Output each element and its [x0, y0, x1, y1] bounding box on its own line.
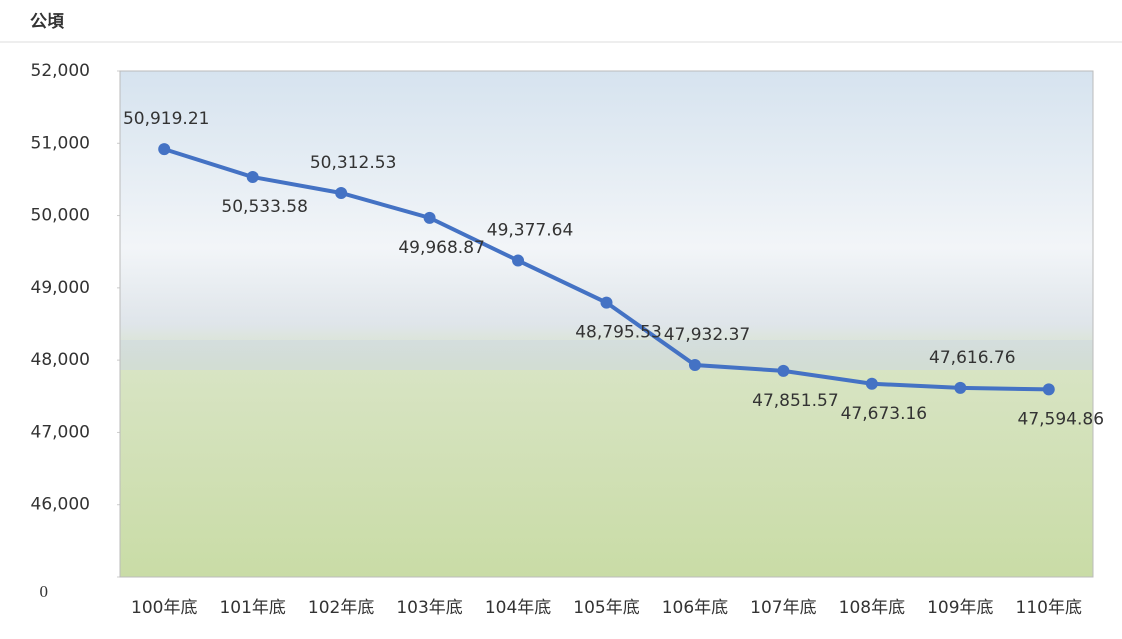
x-tick-label: 101年底 — [219, 598, 285, 618]
y-tick-label: 0 — [40, 582, 49, 601]
point — [335, 187, 347, 199]
data-label: 50,312.53 — [310, 153, 397, 173]
x-tick-label: 100年底 — [131, 598, 197, 618]
point — [689, 359, 701, 371]
x-tick-label: 108年底 — [839, 598, 905, 618]
x-tick-label: 105年底 — [573, 598, 639, 618]
data-label: 47,594.86 — [1018, 409, 1105, 429]
y-tick-label: 51,000 — [31, 133, 90, 153]
y-tick-label: 50,000 — [31, 206, 90, 226]
point — [601, 297, 613, 309]
y-tick-label: 48,000 — [31, 350, 90, 370]
x-tick-label: 107年底 — [750, 598, 816, 618]
point — [866, 378, 878, 390]
point — [1043, 383, 1055, 395]
point — [954, 382, 966, 394]
x-tick-label: 110年底 — [1016, 598, 1082, 618]
y-tick-label: 52,000 — [31, 61, 90, 81]
point — [158, 143, 170, 155]
data-label: 50,533.58 — [221, 197, 308, 217]
chart: 公頃 0 46,000 47,000 48,000 49,000 50,000 51,000… — [0, 0, 1122, 635]
x-tick-label: 104年底 — [485, 598, 551, 618]
y-tick-label: 49,000 — [31, 278, 90, 298]
point — [512, 255, 524, 267]
data-label: 47,673.16 — [841, 404, 928, 424]
data-label: 47,851.57 — [752, 391, 839, 411]
data-label: 47,932.37 — [664, 325, 751, 345]
data-label: 49,377.64 — [487, 221, 574, 241]
x-tick-label: 103年底 — [396, 598, 462, 618]
y-axis-label: 公頃 — [30, 12, 65, 32]
point — [777, 365, 789, 377]
data-label: 49,968.87 — [398, 238, 485, 258]
data-label: 48,795.53 — [575, 323, 662, 343]
data-label: 47,616.76 — [929, 348, 1016, 368]
x-tick-label: 102年底 — [308, 598, 374, 618]
point — [424, 212, 436, 224]
point — [247, 171, 259, 183]
x-tick-label: 109年底 — [927, 598, 993, 618]
x-tick-label: 106年底 — [662, 598, 728, 618]
y-tick-label: 46,000 — [31, 495, 90, 515]
data-label: 50,919.21 — [123, 109, 210, 129]
y-tick-label: 47,000 — [31, 422, 90, 442]
